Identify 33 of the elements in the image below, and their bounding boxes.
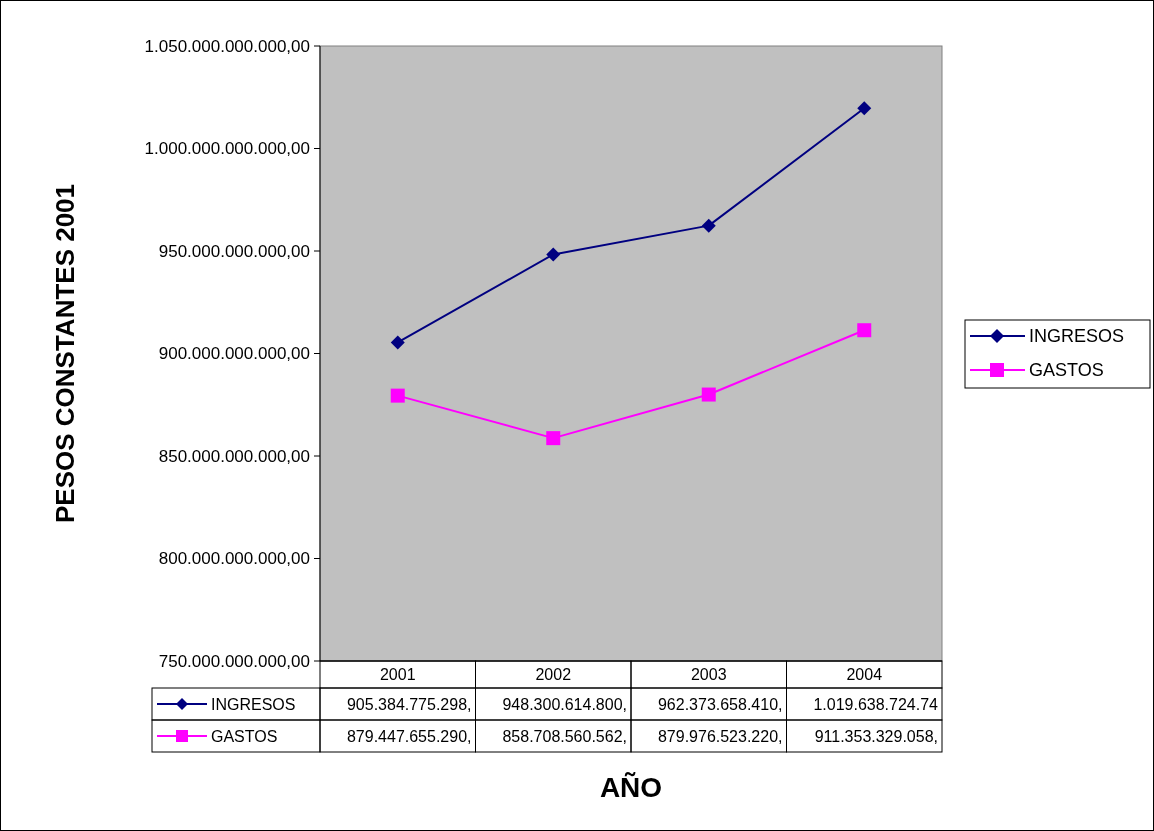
y-tick-label: 850.000.000.000,00 xyxy=(158,446,310,466)
point xyxy=(546,431,561,446)
legend-label: GASTOS xyxy=(1029,360,1104,381)
x-tick-label: 2002 xyxy=(535,666,572,684)
y-tick-label: 1.050.000.000.000,00 xyxy=(144,36,310,56)
text: GASTOS xyxy=(211,727,278,745)
x-tick-label: 2003 xyxy=(690,666,727,684)
data-label: 905.384.775.298, xyxy=(346,695,472,713)
point xyxy=(701,218,716,233)
point xyxy=(390,335,405,350)
point xyxy=(546,247,561,262)
y-tick-label: 1.000.000.000.000,00 xyxy=(144,139,310,159)
legend-label: INGRESOS xyxy=(1029,326,1125,347)
point xyxy=(857,323,872,338)
y-axis-title: PESOS CONSTANTES 2001 xyxy=(50,183,81,524)
y-tick-label: 900.000.000.000,00 xyxy=(158,344,310,364)
y-tick-label: 750.000.000.000,00 xyxy=(158,651,310,671)
data-label: 858.708.560.562, xyxy=(502,727,627,745)
x-axis-title: AÑO xyxy=(599,771,663,803)
data-label: 1.019.638.724.74 xyxy=(813,695,939,713)
y-tick-label: 800.000.000.000,00 xyxy=(158,549,310,569)
data-label: 879.447.655.290, xyxy=(346,727,472,745)
text: INGRESOS xyxy=(211,695,296,713)
x-tick-label: 2001 xyxy=(379,666,416,684)
point xyxy=(701,387,716,402)
data-label: 879.976.523.220, xyxy=(657,727,783,745)
data-label: 948.300.614.800, xyxy=(502,695,627,713)
y-tick-label: 950.000.000.000,00 xyxy=(158,241,310,261)
x-tick-label: 2004 xyxy=(846,666,883,684)
data-label: 911.353.329.058, xyxy=(814,727,938,745)
data-label: 962.373.658.410, xyxy=(657,695,783,713)
point xyxy=(857,101,872,116)
point xyxy=(390,388,405,403)
